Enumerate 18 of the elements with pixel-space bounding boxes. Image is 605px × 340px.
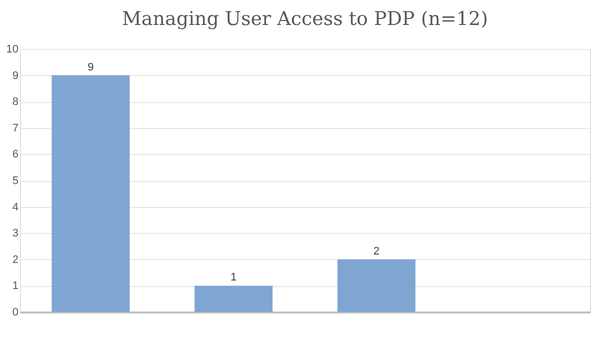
chart-title: Managing User Access to PDP (n=12) bbox=[122, 8, 488, 30]
y-tick-label: 6 bbox=[12, 148, 18, 161]
y-tick-label: 7 bbox=[12, 122, 18, 134]
y-tick-label: 3 bbox=[12, 228, 18, 240]
y-tick-label: 9 bbox=[12, 70, 18, 82]
y-tick-label: 4 bbox=[12, 201, 18, 214]
y-tick-label: 2 bbox=[12, 254, 18, 266]
bar bbox=[194, 286, 273, 312]
bar bbox=[52, 75, 130, 312]
y-tick-label: 8 bbox=[12, 96, 18, 108]
data-label: 2 bbox=[373, 245, 380, 258]
bar bbox=[337, 259, 416, 312]
y-tick-label: 5 bbox=[12, 175, 18, 187]
y-tick-label: 0 bbox=[12, 306, 18, 318]
y-tick-label: 10 bbox=[6, 44, 18, 56]
y-tick-label: 1 bbox=[12, 280, 18, 292]
data-label: 1 bbox=[230, 272, 237, 284]
data-label: 9 bbox=[88, 61, 94, 74]
